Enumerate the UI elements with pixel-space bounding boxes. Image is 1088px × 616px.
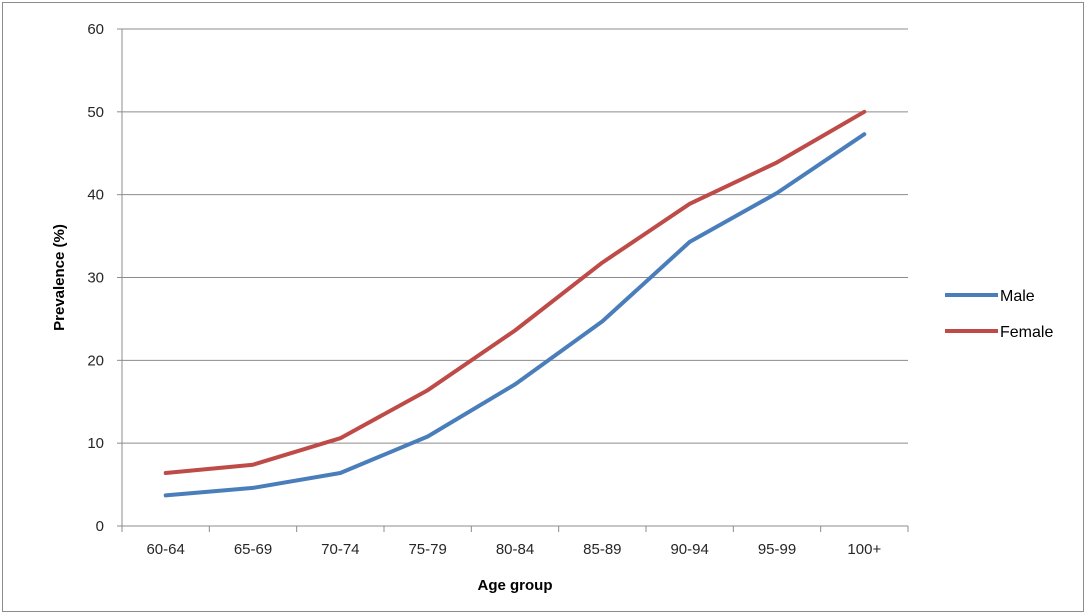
data-point-female [689,203,691,205]
y-tick-label: 0 [96,518,104,535]
x-tick-label: 100+ [847,541,881,558]
series-line-male [163,132,867,498]
x-axis-ticks: 60-64 65-69 70-74 75-79 80-84 85-89 90-94 95-99… [121,526,909,558]
y-axis-ticks: 0 10 20 30 40 50 60 [87,21,122,535]
y-tick-label: 30 [87,270,104,287]
data-point-male [427,436,429,438]
legend-label: Male [1000,288,1035,305]
data-point-male [601,320,603,322]
data-point-male [689,241,691,243]
gridlines [122,28,908,444]
data-point-female [863,111,865,113]
data-point-female [252,464,254,466]
y-axis-title: Prevalence (%) [51,224,68,331]
legend-item-female: Female [945,324,1053,341]
legend-label: Female [1000,324,1053,341]
data-point-male [165,494,167,496]
y-tick-label: 60 [87,21,104,38]
data-point-male [252,487,254,489]
series-lines [163,109,867,498]
data-point-male [776,192,778,194]
y-tick-label: 50 [87,104,104,121]
data-point-male [863,133,865,135]
legend: Male Female [945,288,1053,341]
x-tick-label: 85-89 [583,541,621,558]
y-tick-label: 10 [87,435,104,452]
x-tick-label: 95-99 [758,541,796,558]
data-point-male [339,472,341,474]
y-tick-label: 20 [87,352,104,369]
y-tick-label: 40 [87,187,104,204]
data-point-male [514,383,516,385]
data-point-female [601,262,603,264]
x-axis-title: Age group [478,577,553,594]
x-tick-label: 75-79 [408,541,446,558]
data-point-female [427,389,429,391]
x-tick-label: 90-94 [670,541,708,558]
x-tick-label: 65-69 [234,541,272,558]
x-tick-label: 80-84 [496,541,534,558]
x-tick-label: 60-64 [146,541,184,558]
data-point-female [776,161,778,163]
data-point-female [339,437,341,439]
series-line-female [163,109,867,475]
data-point-female [514,330,516,332]
legend-item-male: Male [945,288,1035,305]
x-tick-label: 70-74 [321,541,359,558]
data-point-female [165,472,167,474]
